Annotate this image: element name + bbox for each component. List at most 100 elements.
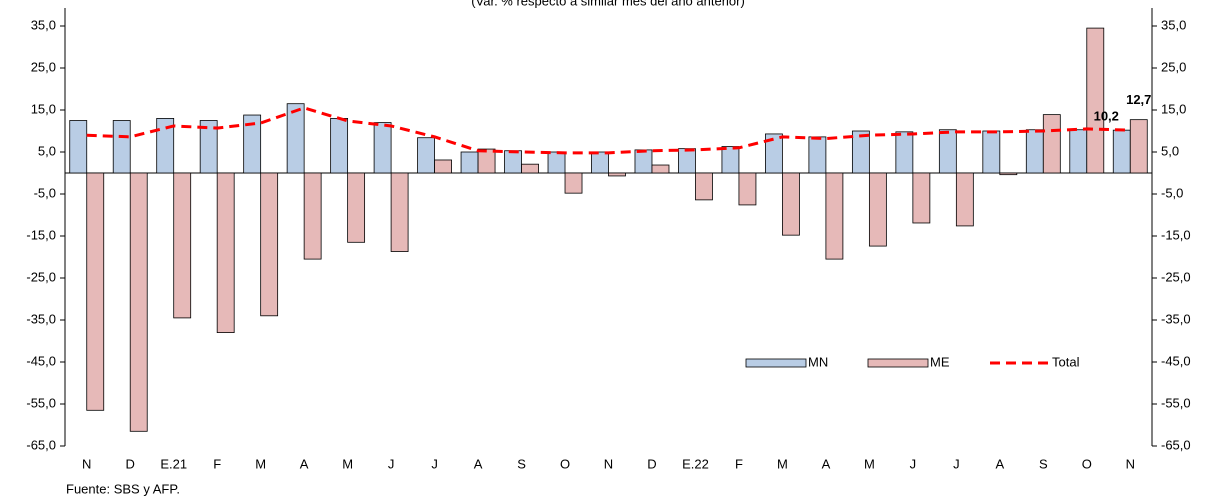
- bar: [695, 172, 713, 201]
- bar: [721, 146, 740, 174]
- bar: [895, 131, 914, 174]
- bar: [1086, 27, 1105, 174]
- bar: [808, 136, 827, 174]
- bar: [999, 172, 1018, 176]
- bar: [564, 172, 583, 194]
- bar: [1042, 114, 1061, 174]
- y2-tick-label: 15,0: [1161, 101, 1186, 116]
- y2-tick-label: -25,0: [1161, 269, 1191, 284]
- x-tick-label: A: [995, 456, 1004, 471]
- x-tick-label: S: [1039, 456, 1048, 471]
- x-tick-label: F: [735, 456, 743, 471]
- bar: [591, 151, 609, 174]
- bar: [330, 118, 349, 174]
- bar: [390, 172, 409, 252]
- x-tick-label: A: [300, 456, 309, 471]
- bar: [434, 159, 452, 174]
- bar: [303, 172, 322, 260]
- y2-tick-label: 25,0: [1161, 59, 1186, 74]
- bar: [69, 120, 88, 174]
- bar: [851, 130, 870, 174]
- y-tick-label: -15,0: [26, 227, 56, 242]
- x-tick-label: J: [431, 456, 438, 471]
- y2-tick-label: -55,0: [1161, 395, 1191, 410]
- bar: [982, 130, 1001, 174]
- y-tick-label: -55,0: [26, 395, 56, 410]
- bar: [868, 172, 887, 247]
- y-tick-label: 5,0: [38, 143, 56, 158]
- y-tick-label: -35,0: [26, 311, 56, 326]
- x-tick-label: J: [388, 456, 395, 471]
- bar: [243, 114, 262, 174]
- x-tick-label: N: [1126, 456, 1135, 471]
- bar: [738, 172, 757, 206]
- bar: [129, 172, 148, 432]
- bar: [216, 172, 235, 334]
- y-tick-label: 15,0: [31, 101, 56, 116]
- x-tick-label: O: [560, 456, 570, 471]
- y2-tick-label: -15,0: [1161, 227, 1191, 242]
- legend-label: Total: [1052, 354, 1080, 369]
- x-tick-label: J: [910, 456, 917, 471]
- bar: [782, 172, 800, 236]
- x-tick-label: M: [255, 456, 266, 471]
- x-tick-label: M: [342, 456, 353, 471]
- data-label: 10,2: [1094, 109, 1119, 124]
- bar: [173, 172, 192, 319]
- y2-tick-label: -5,0: [1161, 185, 1183, 200]
- legend-swatch: [867, 358, 929, 368]
- x-tick-label: J: [953, 456, 960, 471]
- legend-label: ME: [930, 354, 950, 369]
- bar: [460, 151, 479, 174]
- bar: [286, 103, 305, 174]
- x-tick-label: N: [604, 456, 613, 471]
- y-tick-label: 25,0: [31, 59, 56, 74]
- legend-label: MN: [808, 354, 828, 369]
- bar: [417, 137, 435, 174]
- bar: [1112, 129, 1131, 174]
- bar: [260, 172, 279, 317]
- y2-tick-label: -45,0: [1161, 353, 1191, 368]
- x-tick-label: A: [474, 456, 483, 471]
- x-tick-label: F: [213, 456, 221, 471]
- data-label: 12,7: [1126, 92, 1151, 107]
- bar: [199, 120, 218, 174]
- bar: [521, 163, 539, 174]
- x-tick-label: M: [777, 456, 788, 471]
- legend-swatch: [745, 358, 807, 368]
- bar: [373, 122, 392, 174]
- x-tick-label: O: [1082, 456, 1092, 471]
- y-tick-label: -65,0: [26, 437, 56, 452]
- y2-tick-label: -65,0: [1161, 437, 1191, 452]
- bar: [1129, 119, 1148, 174]
- bar: [86, 172, 105, 411]
- bar: [825, 172, 844, 260]
- bar: [678, 148, 696, 174]
- bar: [547, 151, 566, 174]
- source-note: Fuente: SBS y AFP.: [66, 481, 180, 496]
- y-tick-label: -25,0: [26, 269, 56, 284]
- bar: [765, 133, 783, 174]
- x-tick-label: N: [82, 456, 91, 471]
- y-tick-label: -45,0: [26, 353, 56, 368]
- bar: [1069, 129, 1088, 174]
- bar: [912, 172, 931, 224]
- x-tick-label: A: [822, 456, 831, 471]
- y2-tick-label: 5,0: [1161, 143, 1179, 158]
- bar: [477, 148, 496, 174]
- y2-tick-label: 35,0: [1161, 17, 1186, 32]
- y2-tick-label: -35,0: [1161, 311, 1191, 326]
- bar: [112, 120, 131, 174]
- bar: [1025, 129, 1044, 174]
- x-tick-label: D: [126, 456, 135, 471]
- bar: [938, 129, 957, 174]
- bar: [347, 172, 366, 243]
- x-tick-label: M: [864, 456, 875, 471]
- x-tick-label: D: [647, 456, 656, 471]
- line: [86, 106, 1131, 155]
- bar: [504, 150, 522, 174]
- bar: [156, 118, 175, 174]
- bar: [634, 149, 653, 174]
- y-tick-label: -5,0: [34, 185, 56, 200]
